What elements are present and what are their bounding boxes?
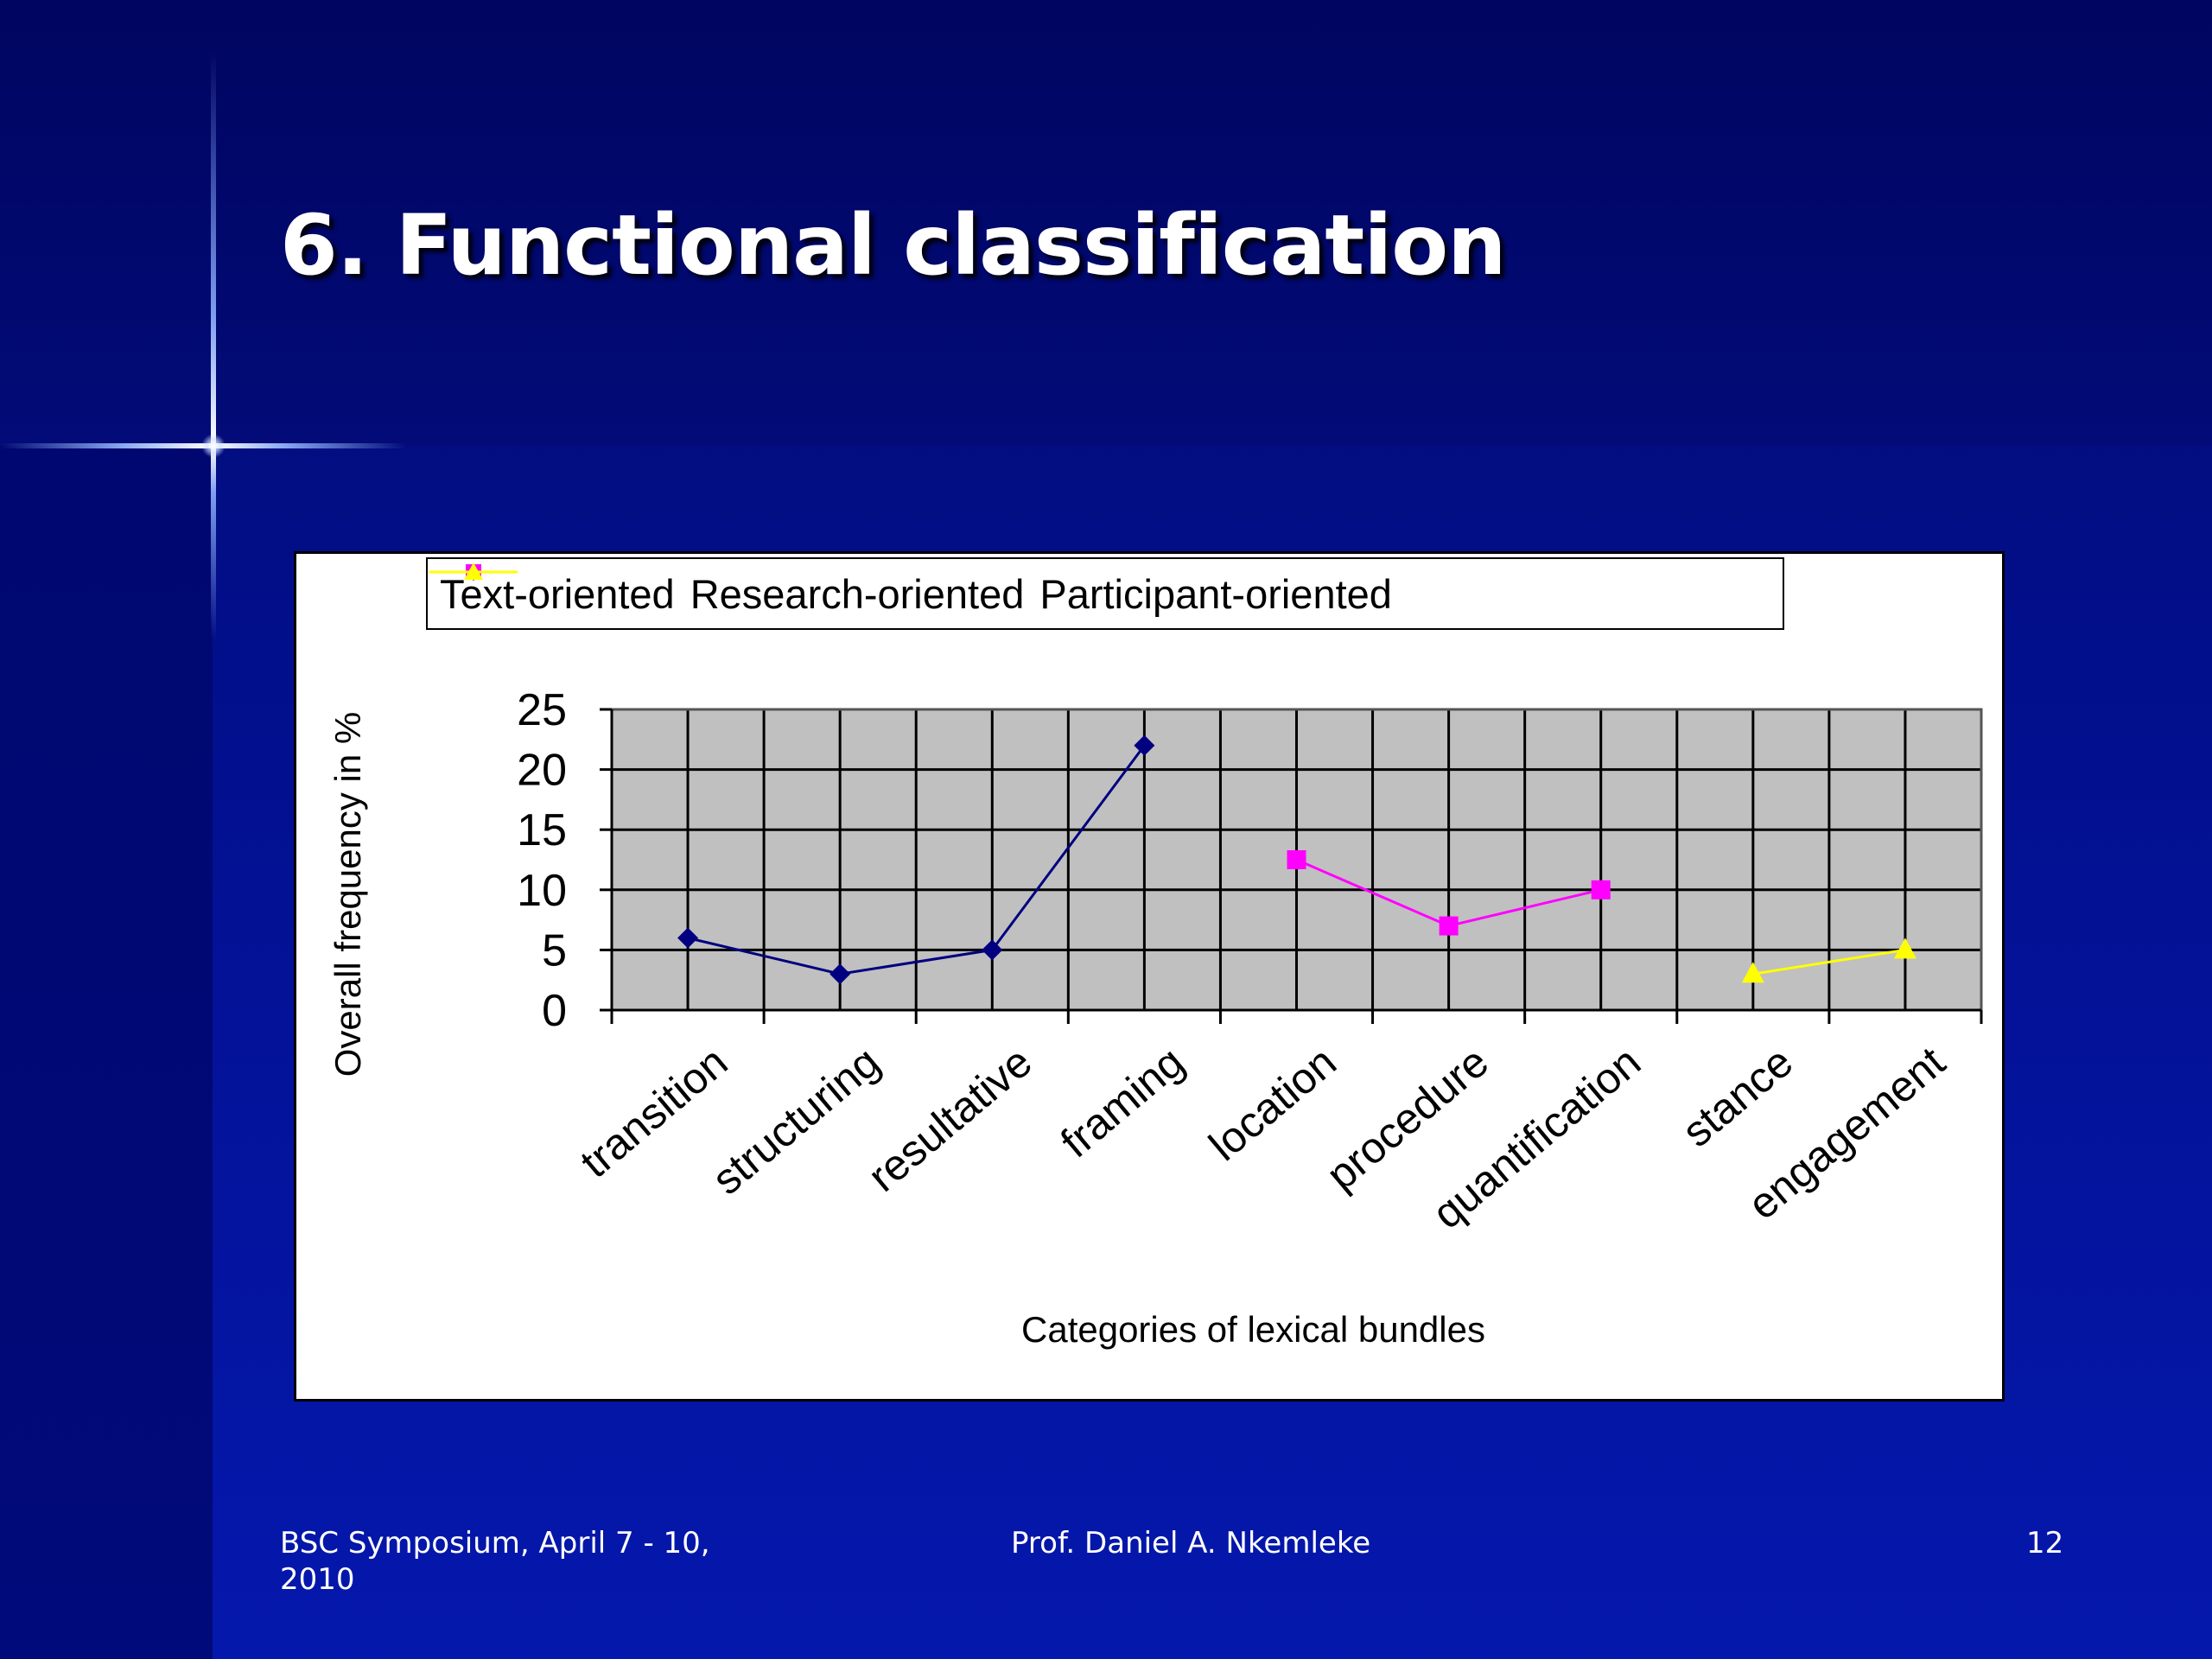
side-band <box>0 446 213 1659</box>
data-point-1-1 <box>1439 916 1459 936</box>
legend-label-research-oriented: Research-oriented <box>690 570 1025 617</box>
data-point-0-0 <box>677 927 699 949</box>
y-tick-label: 5 <box>542 925 567 976</box>
chart-legend: Text-oriented Research-oriented Particip… <box>426 557 1784 630</box>
series-line-0 <box>687 744 1146 976</box>
light-flare-core <box>200 435 226 457</box>
data-point-0-2 <box>982 939 1003 961</box>
y-tick-label: 15 <box>517 805 567 855</box>
y-tick-label: 10 <box>517 866 567 916</box>
x-tick-label-structuring: structuring <box>703 1038 889 1205</box>
y-tick-label: 20 <box>517 746 567 796</box>
data-point-2-1 <box>1893 938 1916 959</box>
slide-title: 6. Functional classification <box>280 197 1507 294</box>
series-line-2 <box>1752 948 1906 976</box>
data-point-0-1 <box>830 963 851 985</box>
line-chart: 0510152025transitionstructuringresultati… <box>327 685 1983 1350</box>
x-tick-label-framing: framing <box>1052 1038 1193 1167</box>
footer-page-number: 12 <box>2026 1526 2064 1560</box>
data-point-1-0 <box>1287 850 1306 869</box>
y-tick-label: 0 <box>542 986 567 1036</box>
x-tick-label-stance: stance <box>1673 1038 1802 1157</box>
x-axis-title: Categories of lexical bundles <box>1021 1309 1485 1350</box>
legend-item-participant-oriented: Participant-oriented <box>429 563 1392 618</box>
chart-panel: 0 5 10 15 20 25 transition structuring resultati… <box>294 551 2005 1402</box>
y-tick-label: 25 <box>517 685 567 735</box>
legend-item-research-oriented: Research-oriented <box>429 564 1025 618</box>
light-flare-vertical <box>211 52 216 639</box>
legend-swatch-participant-oriented <box>429 563 518 580</box>
y-axis-title: Overall frequency in % <box>327 712 368 1077</box>
data-point-2-0 <box>1741 962 1764 983</box>
legend-label-participant-oriented: Participant-oriented <box>1039 570 1392 617</box>
x-tick-label-resultative: resultative <box>859 1038 1041 1201</box>
title-band <box>0 0 2212 446</box>
x-tick-label-location: location <box>1200 1038 1345 1171</box>
data-point-0-3 <box>1134 734 1155 756</box>
footer-author: Prof. Daniel A. Nkemleke <box>1011 1526 1371 1560</box>
data-point-1-2 <box>1591 880 1611 899</box>
footer-event: BSC Symposium, April 7 - 10, 2010 <box>280 1526 710 1597</box>
